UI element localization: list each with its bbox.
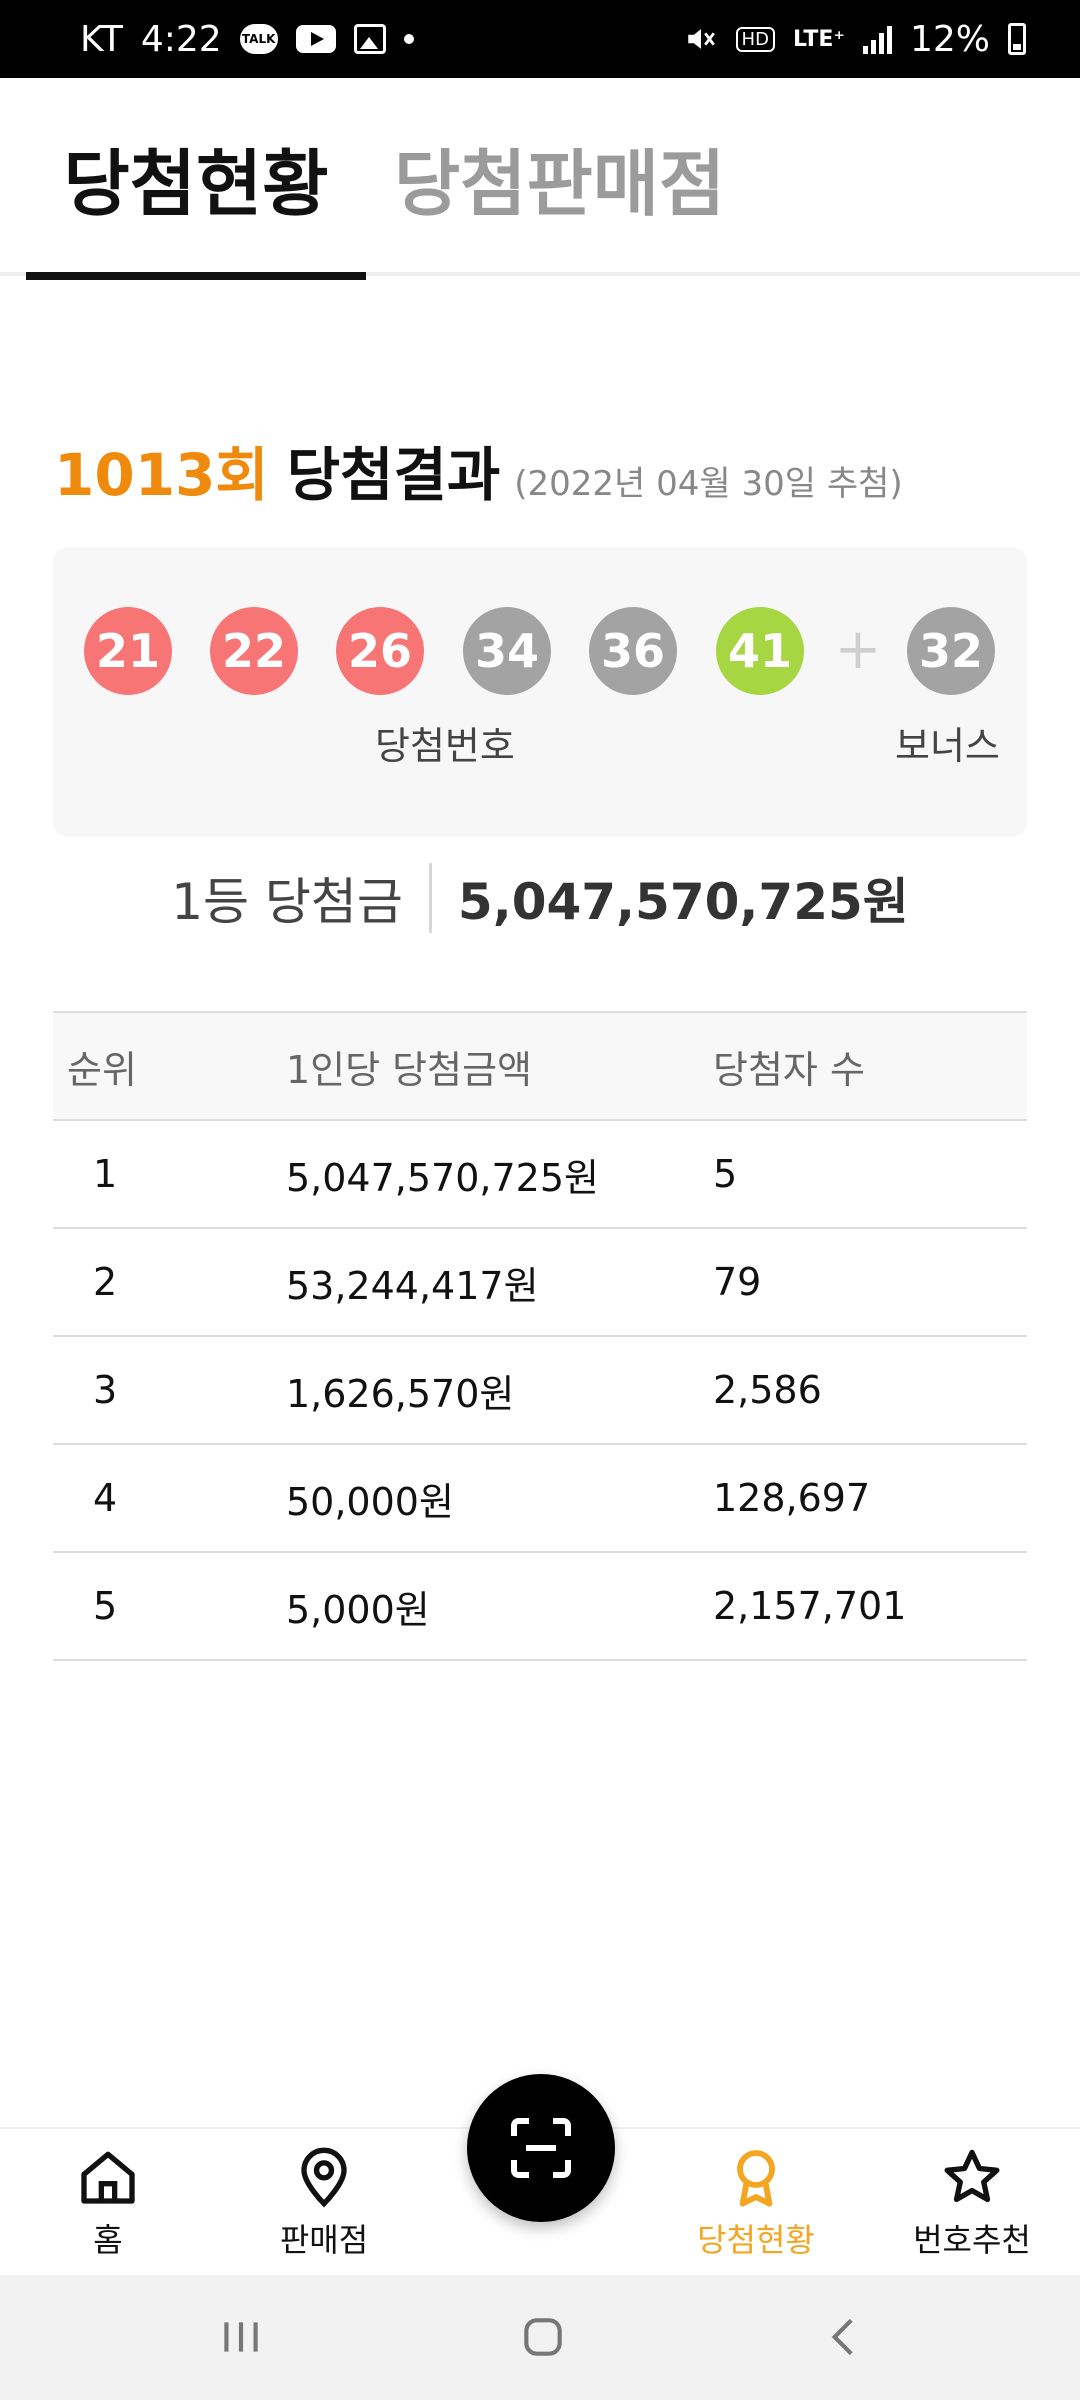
hd-voice-badge: HD — [735, 26, 775, 52]
kakaotalk-icon: TALK — [239, 24, 278, 54]
back-chevron-icon — [831, 2318, 853, 2356]
winners-cell: 79 — [713, 1260, 762, 1304]
prize-table: 순위 1인당 당첨금액 당첨자 수 1 5,047,570,725원 5 2 5… — [53, 1011, 1027, 1661]
first-prize-summary: 1등 당첨금 5,047,570,725원 — [0, 860, 1080, 936]
nav-winning-status[interactable]: 당첨현황 — [676, 2145, 836, 2265]
table-row: 4 50,000원 128,697 — [53, 1445, 1027, 1553]
winners-cell: 5 — [713, 1152, 738, 1196]
qr-scan-button[interactable] — [467, 2074, 615, 2222]
prize-cell: 5,047,570,725원 — [286, 1155, 599, 1200]
first-prize-label: 1등 당첨금 — [171, 863, 432, 933]
winners-cell: 2,157,701 — [713, 1584, 907, 1628]
winning-ball: 22 — [210, 607, 298, 695]
award-ribbon-icon — [737, 2150, 775, 2207]
top-tabs: 당첨현황 당첨판매점 — [0, 78, 1080, 280]
location-pin-icon — [301, 2147, 347, 2208]
winning-ball: 36 — [589, 607, 677, 695]
recent-apps-button[interactable] — [196, 2297, 286, 2377]
system-home-button[interactable] — [498, 2297, 588, 2377]
nav-home[interactable]: 홈 — [28, 2145, 188, 2265]
nav-recommend[interactable]: 번호추천 — [892, 2145, 1052, 2265]
winning-ball: 34 — [463, 607, 551, 695]
home-icon — [81, 2151, 135, 2204]
qr-scan-icon — [511, 2118, 571, 2178]
star-icon — [944, 2149, 1000, 2203]
nav-home-label: 홈 — [93, 2221, 123, 2259]
battery-icon — [1008, 23, 1026, 55]
round-number: 1013회 — [54, 441, 269, 509]
clock: 4:22 — [140, 18, 222, 60]
youtube-icon — [295, 25, 336, 53]
winning-numbers-label: 당첨번호 — [375, 724, 515, 768]
nav-recommend-label: 번호추천 — [913, 2221, 1031, 2259]
lte-badge: LTE⁺ — [792, 26, 845, 52]
bonus-label: 보너스 — [895, 724, 1000, 768]
nav-store[interactable]: 판매점 — [244, 2145, 404, 2265]
gallery-icon — [353, 24, 386, 54]
rank-cell: 1 — [93, 1152, 118, 1196]
status-bar: KT 4:22 TALK HD LTE⁺ 12% — [0, 0, 1080, 78]
plus-sign: + — [834, 616, 882, 682]
winners-cell: 2,586 — [713, 1368, 822, 1412]
column-header-prize: 1인당 당첨금액 — [286, 1047, 533, 1092]
system-back-button[interactable] — [800, 2297, 890, 2377]
result-heading: 1013회 당첨결과 (2022년 04월 30일 추첨) — [54, 428, 903, 509]
carrier-label: KT — [80, 18, 123, 60]
prize-cell: 1,626,570원 — [286, 1371, 515, 1416]
table-row: 3 1,626,570원 2,586 — [53, 1337, 1027, 1445]
rank-cell: 2 — [93, 1260, 118, 1304]
tab-winning-stores[interactable]: 당첨판매점 — [394, 141, 726, 226]
column-header-winners: 당첨자 수 — [713, 1047, 865, 1092]
prize-cell: 50,000원 — [286, 1479, 454, 1524]
nav-winning-label: 당첨현황 — [697, 2221, 815, 2259]
table-header: 순위 1인당 당첨금액 당첨자 수 — [53, 1013, 1027, 1121]
system-home-icon — [524, 2318, 562, 2356]
recent-apps-icon — [224, 2322, 258, 2352]
winning-numbers-panel: 21 22 26 34 36 41 + 32 당첨번호 보너스 — [53, 547, 1027, 837]
prize-cell: 5,000원 — [286, 1587, 430, 1632]
signal-icon — [862, 24, 892, 54]
mute-icon — [684, 22, 718, 56]
table-row: 5 5,000원 2,157,701 — [53, 1553, 1027, 1661]
result-title: 당첨결과 — [286, 441, 501, 509]
prize-cell: 53,244,417원 — [286, 1263, 539, 1308]
winning-ball: 21 — [84, 607, 172, 695]
draw-date: (2022년 04월 30일 추첨) — [514, 464, 903, 504]
winning-ball: 26 — [336, 607, 424, 695]
winners-cell: 128,697 — [713, 1476, 871, 1520]
first-prize-amount: 5,047,570,725원 — [457, 873, 909, 931]
table-row: 2 53,244,417원 79 — [53, 1229, 1027, 1337]
notification-dot-icon — [403, 34, 414, 44]
rank-cell: 4 — [93, 1476, 118, 1520]
system-navigation-bar — [0, 2275, 1080, 2400]
tab-winning-status[interactable]: 당첨현황 — [26, 78, 366, 280]
winning-ball: 41 — [716, 607, 804, 695]
table-row: 1 5,047,570,725원 5 — [53, 1121, 1027, 1229]
rank-cell: 5 — [93, 1584, 118, 1628]
bonus-ball: 32 — [907, 607, 995, 695]
battery-percent: 12% — [909, 18, 990, 60]
column-header-rank: 순위 — [67, 1047, 137, 1092]
rank-cell: 3 — [93, 1368, 118, 1412]
nav-store-label: 판매점 — [279, 2221, 369, 2259]
